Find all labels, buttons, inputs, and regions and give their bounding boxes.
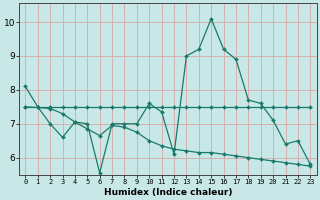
X-axis label: Humidex (Indice chaleur): Humidex (Indice chaleur) (104, 188, 232, 197)
